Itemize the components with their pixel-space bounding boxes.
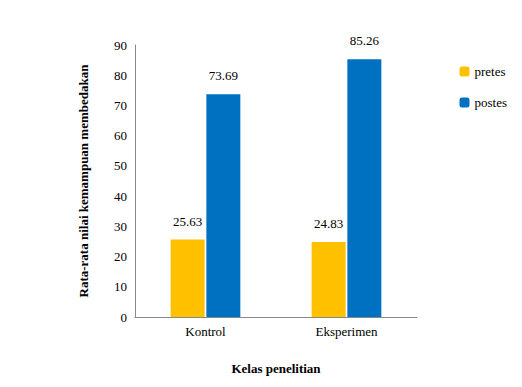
svg-text:85.26: 85.26 <box>350 33 380 48</box>
svg-text:60: 60 <box>114 128 127 143</box>
svg-text:Eksperimen: Eksperimen <box>315 324 378 339</box>
svg-text:Rata-rata nilai kemampuan memb: Rata-rata nilai kemampuan membedakan <box>76 64 91 298</box>
svg-text:0: 0 <box>121 310 128 325</box>
svg-text:70: 70 <box>114 98 127 113</box>
svg-text:Kontrol: Kontrol <box>185 324 226 339</box>
svg-text:73.69: 73.69 <box>209 68 238 83</box>
svg-text:90: 90 <box>114 38 127 53</box>
svg-text:50: 50 <box>114 158 127 173</box>
svg-text:80: 80 <box>114 68 127 83</box>
svg-text:10: 10 <box>114 279 127 294</box>
svg-text:24.83: 24.83 <box>314 216 343 231</box>
svg-text:20: 20 <box>114 249 127 264</box>
svg-text:30: 30 <box>114 219 127 234</box>
svg-text:Kelas penelitian: Kelas penelitian <box>231 361 321 376</box>
svg-text:40: 40 <box>114 189 127 204</box>
svg-text:pretes: pretes <box>475 64 506 79</box>
svg-text:25.63: 25.63 <box>173 214 202 229</box>
svg-text:postes: postes <box>475 95 508 110</box>
